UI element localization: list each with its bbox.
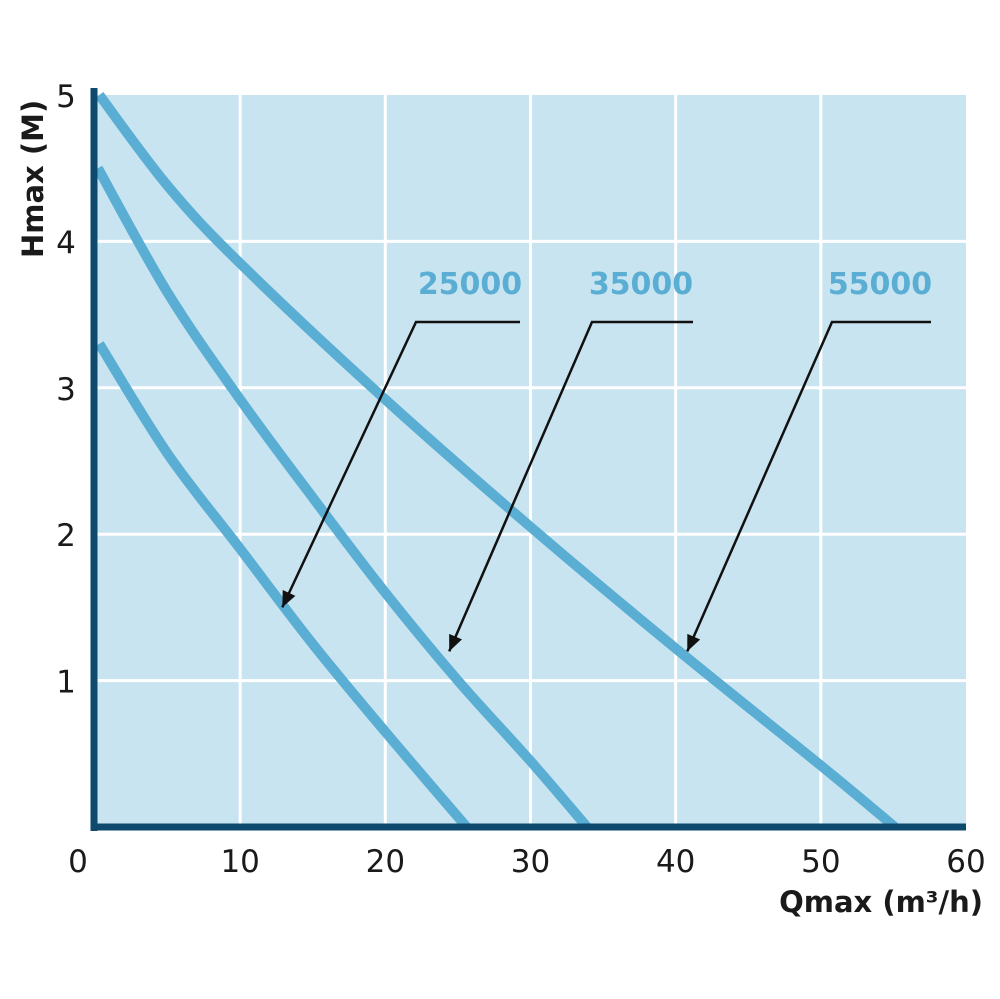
x-tick-label: 40 (656, 844, 695, 880)
x-tick-label: 60 (946, 844, 985, 880)
curve-25000 (95, 341, 471, 831)
curve-55000 (95, 91, 899, 831)
arrowhead-35000 (449, 633, 462, 652)
curve-35000 (93, 165, 591, 831)
curves (93, 91, 899, 831)
leader-line-55000 (686, 320, 931, 652)
x-tick-label: 50 (801, 844, 840, 880)
y-tick-label: 4 (56, 225, 76, 261)
y-tick-label: 2 (56, 518, 76, 554)
leader-line-25000 (281, 320, 520, 608)
ticks: 0 10 20 30 40 50 60 1 2 3 4 5 (56, 79, 986, 880)
leader-line-35000 (448, 320, 693, 652)
annotations: 25000 35000 55000 (281, 267, 932, 652)
arrowhead-25000 (282, 589, 296, 608)
series-label-35000: 35000 (589, 267, 693, 302)
x-tick-label: 30 (511, 844, 550, 880)
series-label-25000: 25000 (418, 267, 522, 302)
x-tick-label: 20 (366, 844, 405, 880)
axes (90, 88, 966, 831)
x-axis-title: Qmax (m³/h) (779, 885, 983, 919)
y-tick-label: 3 (56, 372, 76, 408)
x-tick-label: 0 (68, 844, 88, 880)
y-axis-title: Hmax (M) (16, 100, 50, 258)
y-tick-label: 5 (56, 79, 76, 115)
x-tick-label: 10 (220, 844, 259, 880)
y-tick-label: 1 (56, 665, 76, 701)
arrowhead-55000 (687, 633, 701, 652)
series-label-55000: 55000 (828, 267, 932, 302)
